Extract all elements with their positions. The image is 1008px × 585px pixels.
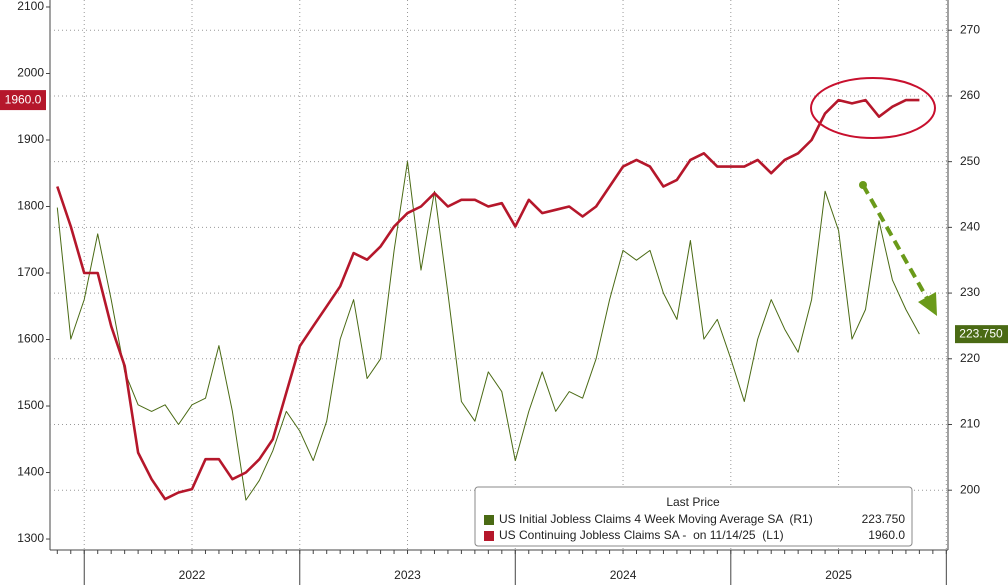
- last-value-tag: [955, 325, 1008, 344]
- legend-value: 1960.0: [868, 528, 905, 542]
- x-tick-label: 2024: [610, 568, 637, 582]
- x-tick-label: 2025: [825, 568, 852, 582]
- y2-tick-label: 250: [960, 154, 980, 168]
- y2-tick-label: 260: [960, 88, 980, 102]
- y2-tick-label: 230: [960, 285, 980, 299]
- last-value-tag-label: 223.750: [959, 326, 1003, 340]
- y2-tick-label: 200: [960, 482, 980, 496]
- legend: Last Price: [474, 486, 913, 547]
- trend-arrow: [861, 184, 930, 301]
- x-tick-label: 2022: [179, 568, 206, 582]
- arrow-head: [918, 292, 937, 316]
- y-tick-label: 1900: [17, 132, 44, 146]
- y-tick-label: 1300: [17, 531, 44, 545]
- y-tick-label: 2000: [17, 66, 44, 80]
- last-value-tag: [0, 90, 46, 111]
- legend-swatch: [484, 515, 494, 525]
- y-tick-label: 1400: [17, 465, 44, 479]
- highlight-ellipse: [810, 77, 936, 139]
- legend-label: US Initial Jobless Claims 4 Week Moving …: [499, 512, 813, 526]
- y-tick-label: 1800: [17, 199, 44, 213]
- y-tick-label: 1600: [17, 332, 44, 346]
- y2-tick-label: 270: [960, 22, 980, 36]
- x-tick-label: 2023: [394, 568, 421, 582]
- legend-title: Last Price: [666, 495, 720, 509]
- legend-label: US Continuing Jobless Claims SA - on 11/…: [499, 528, 784, 542]
- last-value-tag-label: 1960.0: [5, 92, 42, 106]
- legend-value: 223.750: [862, 512, 906, 526]
- y2-tick-label: 220: [960, 351, 980, 365]
- y2-tick-label: 210: [960, 417, 980, 431]
- legend-box: [474, 486, 913, 547]
- legend-swatch: [484, 531, 494, 541]
- series-line: [56, 98, 920, 501]
- y-tick-label: 2100: [17, 0, 44, 13]
- y-tick-label: 1700: [17, 265, 44, 279]
- y-tick-label: 1500: [17, 398, 44, 412]
- y2-tick-label: 240: [960, 220, 980, 234]
- series-line: [56, 161, 920, 501]
